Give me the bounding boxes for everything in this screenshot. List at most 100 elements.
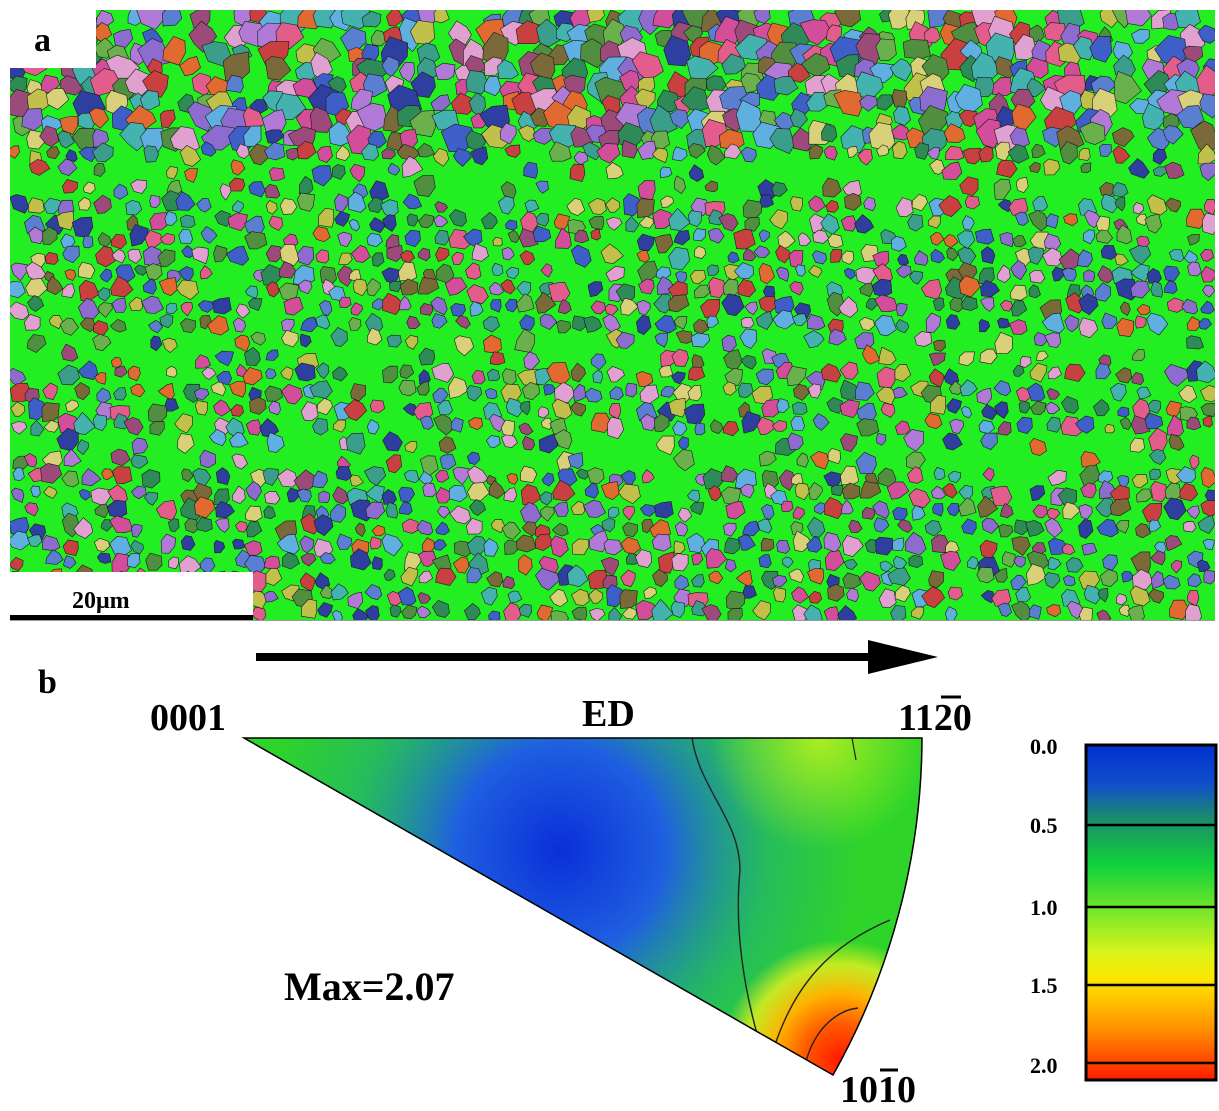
grain <box>1198 318 1212 330</box>
grain <box>1095 282 1112 302</box>
grain <box>1132 568 1153 591</box>
grain <box>101 468 115 481</box>
grain <box>892 140 908 160</box>
grain <box>892 386 908 399</box>
grain <box>401 604 418 620</box>
grain <box>925 312 942 333</box>
grain <box>45 549 64 565</box>
grain <box>503 487 518 503</box>
grain <box>993 380 1012 397</box>
grain <box>397 586 417 606</box>
grain <box>590 300 606 315</box>
grain <box>1131 371 1145 386</box>
grain <box>93 372 107 385</box>
grain <box>215 518 230 533</box>
grain <box>823 145 838 161</box>
grain <box>381 148 396 160</box>
grain <box>27 295 45 312</box>
grain <box>743 248 757 262</box>
grain <box>335 466 353 481</box>
grain <box>797 232 812 247</box>
grain <box>842 572 862 589</box>
grain <box>876 94 894 111</box>
grain <box>1115 520 1130 534</box>
grain <box>636 233 655 252</box>
grain <box>759 194 774 208</box>
grain <box>492 236 503 247</box>
grain <box>1009 319 1028 335</box>
grain-layer <box>10 10 1215 620</box>
grain <box>875 536 895 556</box>
grain <box>806 536 823 553</box>
grain <box>65 399 80 412</box>
grain <box>1000 300 1013 312</box>
grain <box>1130 28 1150 44</box>
grain <box>27 197 45 214</box>
grain <box>897 253 910 266</box>
grain <box>315 314 331 330</box>
grain <box>756 416 776 436</box>
grain <box>727 251 740 264</box>
grain <box>693 228 707 242</box>
grain <box>389 280 402 293</box>
grain <box>194 388 210 401</box>
grain <box>471 370 486 385</box>
grain <box>1019 356 1032 368</box>
grain <box>28 158 51 176</box>
grain <box>504 298 518 313</box>
grain <box>893 105 911 126</box>
grain <box>1144 213 1162 234</box>
grain <box>994 401 1009 419</box>
grain <box>1096 609 1112 620</box>
grain <box>791 401 808 415</box>
grain <box>1083 269 1095 282</box>
grain <box>1064 314 1080 333</box>
grain <box>1136 386 1152 400</box>
grain <box>587 281 604 298</box>
grain <box>480 212 498 230</box>
grain <box>131 437 149 455</box>
grain <box>175 191 196 211</box>
grain <box>838 296 859 318</box>
grain <box>1132 202 1145 215</box>
grain <box>97 287 111 302</box>
grain <box>92 414 107 432</box>
grain <box>310 106 333 133</box>
grain <box>583 499 607 518</box>
grain <box>1152 149 1168 165</box>
grain <box>57 158 78 176</box>
grain <box>808 195 826 213</box>
grain <box>484 75 502 97</box>
grain <box>10 262 29 282</box>
grain <box>1186 416 1202 431</box>
grain <box>439 453 457 470</box>
grain <box>180 535 196 551</box>
grain <box>12 467 25 481</box>
grain <box>522 435 536 451</box>
grain <box>1135 523 1152 539</box>
grain <box>994 332 1013 355</box>
grain <box>1200 466 1215 489</box>
grain <box>707 228 725 244</box>
grain <box>114 365 128 378</box>
grain <box>539 313 558 330</box>
grain <box>435 521 450 536</box>
grain <box>1027 247 1044 265</box>
grain <box>367 196 385 214</box>
grain <box>639 504 657 517</box>
grain <box>200 226 218 244</box>
grain <box>144 229 164 249</box>
grain <box>688 143 706 159</box>
grain <box>725 558 737 573</box>
grain <box>148 320 163 334</box>
grain <box>872 500 890 520</box>
grain <box>164 398 179 412</box>
grain <box>535 291 557 314</box>
grain <box>1097 265 1114 284</box>
grain <box>279 198 298 215</box>
grain <box>607 506 620 519</box>
grain <box>942 483 958 499</box>
grain <box>690 502 705 515</box>
grain <box>369 217 386 233</box>
grain <box>486 571 504 588</box>
